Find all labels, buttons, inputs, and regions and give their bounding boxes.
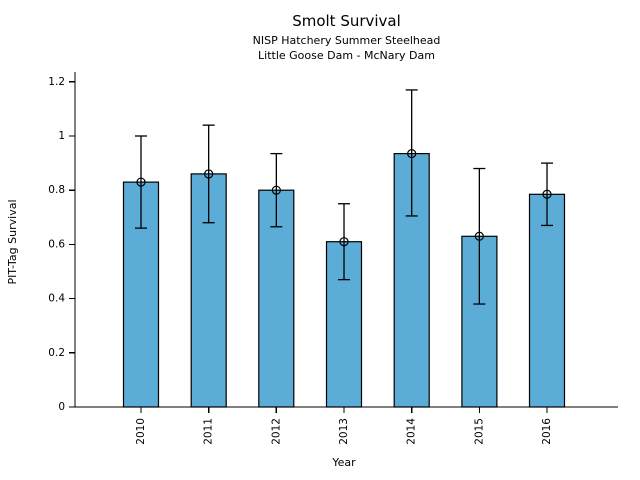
x-tick-label-2011: 2011 [203, 418, 215, 445]
point-marker-2013 [339, 237, 349, 247]
x-tick-label-2010: 2010 [135, 418, 147, 445]
y-tick-label-1.2: 1.2 [48, 76, 65, 88]
bar-2016 [528, 193, 566, 408]
y-tick-label-0.2: 0.2 [48, 347, 65, 359]
y-tick-label-0.8: 0.8 [48, 184, 65, 196]
x-tick-label-2012: 2012 [270, 418, 282, 445]
y-tick-label-1: 1 [58, 130, 65, 142]
x-tick-label-2014: 2014 [406, 418, 418, 445]
chart-title: Smolt Survival [292, 12, 401, 30]
point-marker-2011 [204, 169, 214, 179]
y-tick-label-0: 0 [58, 401, 65, 413]
chart-subtitle-line2: Little Goose Dam - McNary Dam [258, 49, 435, 62]
point-marker-2015 [474, 231, 484, 241]
chart-subtitle-line1: NISP Hatchery Summer Steelhead [252, 34, 441, 47]
x-axis-label: Year [332, 456, 356, 469]
point-marker-2014 [407, 149, 417, 159]
point-marker-2016 [542, 189, 552, 199]
x-tick-label-2016: 2016 [541, 418, 553, 445]
point-marker-2012 [271, 185, 281, 195]
point-marker-2010 [136, 177, 146, 187]
y-tick-label-0.4: 0.4 [48, 293, 65, 305]
y-tick-label-0.6: 0.6 [48, 238, 65, 250]
x-tick-label-2013: 2013 [338, 418, 350, 445]
x-tick-label-2015: 2015 [473, 418, 485, 445]
